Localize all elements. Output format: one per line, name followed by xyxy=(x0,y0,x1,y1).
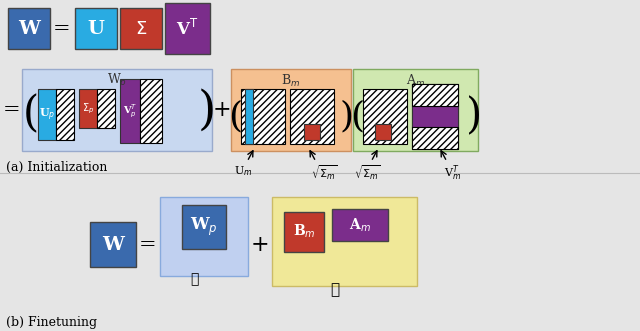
Bar xyxy=(412,84,458,149)
Bar xyxy=(412,127,458,149)
Text: $\sqrt{\Sigma_m}$: $\sqrt{\Sigma_m}$ xyxy=(353,164,380,182)
Text: $\Sigma$: $\Sigma$ xyxy=(135,20,147,38)
Bar xyxy=(120,79,140,143)
Text: B$_m$: B$_m$ xyxy=(292,223,316,241)
Bar xyxy=(304,124,320,140)
Bar xyxy=(79,89,97,128)
Text: ): ) xyxy=(466,95,482,137)
Text: 🧊: 🧊 xyxy=(190,272,198,286)
Text: A$_m$: A$_m$ xyxy=(406,73,425,89)
Text: (a) Initialization: (a) Initialization xyxy=(6,161,108,174)
Text: W: W xyxy=(102,236,124,254)
Bar xyxy=(165,3,210,54)
Bar xyxy=(160,197,248,276)
Text: ): ) xyxy=(340,99,354,133)
Text: U$_m$: U$_m$ xyxy=(234,164,252,177)
Text: W: W xyxy=(18,20,40,38)
Text: (: ( xyxy=(23,93,39,135)
Bar xyxy=(140,79,162,143)
Text: (: ( xyxy=(350,99,364,133)
Text: =: = xyxy=(139,235,157,254)
Bar xyxy=(22,69,212,151)
Bar xyxy=(284,212,324,252)
Bar xyxy=(8,8,50,49)
Bar xyxy=(245,89,253,144)
Bar xyxy=(90,222,136,267)
Text: $\sqrt{\Sigma_m}$: $\sqrt{\Sigma_m}$ xyxy=(310,164,337,182)
Bar xyxy=(182,205,226,249)
Bar xyxy=(56,89,74,140)
Text: V$_p^T$: V$_p^T$ xyxy=(123,102,137,120)
Text: $\Sigma_p$: $\Sigma_p$ xyxy=(82,101,94,116)
Bar xyxy=(353,69,478,151)
Text: U$_p$: U$_p$ xyxy=(39,106,55,122)
Text: +: + xyxy=(251,234,269,256)
Text: U: U xyxy=(88,20,104,38)
Bar xyxy=(412,84,458,106)
Bar xyxy=(363,89,407,144)
Text: =: = xyxy=(3,101,21,119)
Text: (: ( xyxy=(228,99,242,133)
Text: ): ) xyxy=(198,88,216,134)
Bar xyxy=(332,209,388,241)
Text: B$_m$: B$_m$ xyxy=(282,73,301,89)
Text: W$_p$: W$_p$ xyxy=(107,72,127,90)
Text: A$_m$: A$_m$ xyxy=(349,216,371,234)
Text: (b) Finetuning: (b) Finetuning xyxy=(6,316,97,329)
Bar xyxy=(241,89,285,144)
Bar xyxy=(272,197,417,286)
Text: V$_m^T$: V$_m^T$ xyxy=(444,164,461,183)
Bar xyxy=(120,8,162,49)
Bar xyxy=(75,8,117,49)
Bar xyxy=(290,89,334,144)
Bar xyxy=(412,106,458,127)
Bar xyxy=(375,124,391,140)
Bar xyxy=(97,89,115,128)
Text: =: = xyxy=(53,19,71,38)
Bar xyxy=(38,89,56,140)
Text: +: + xyxy=(212,99,231,121)
Text: V$^{\mathsf{T}}$: V$^{\mathsf{T}}$ xyxy=(177,19,198,39)
Text: W$_p$: W$_p$ xyxy=(190,216,218,238)
Text: 🔥: 🔥 xyxy=(330,282,339,297)
Bar xyxy=(231,69,351,151)
